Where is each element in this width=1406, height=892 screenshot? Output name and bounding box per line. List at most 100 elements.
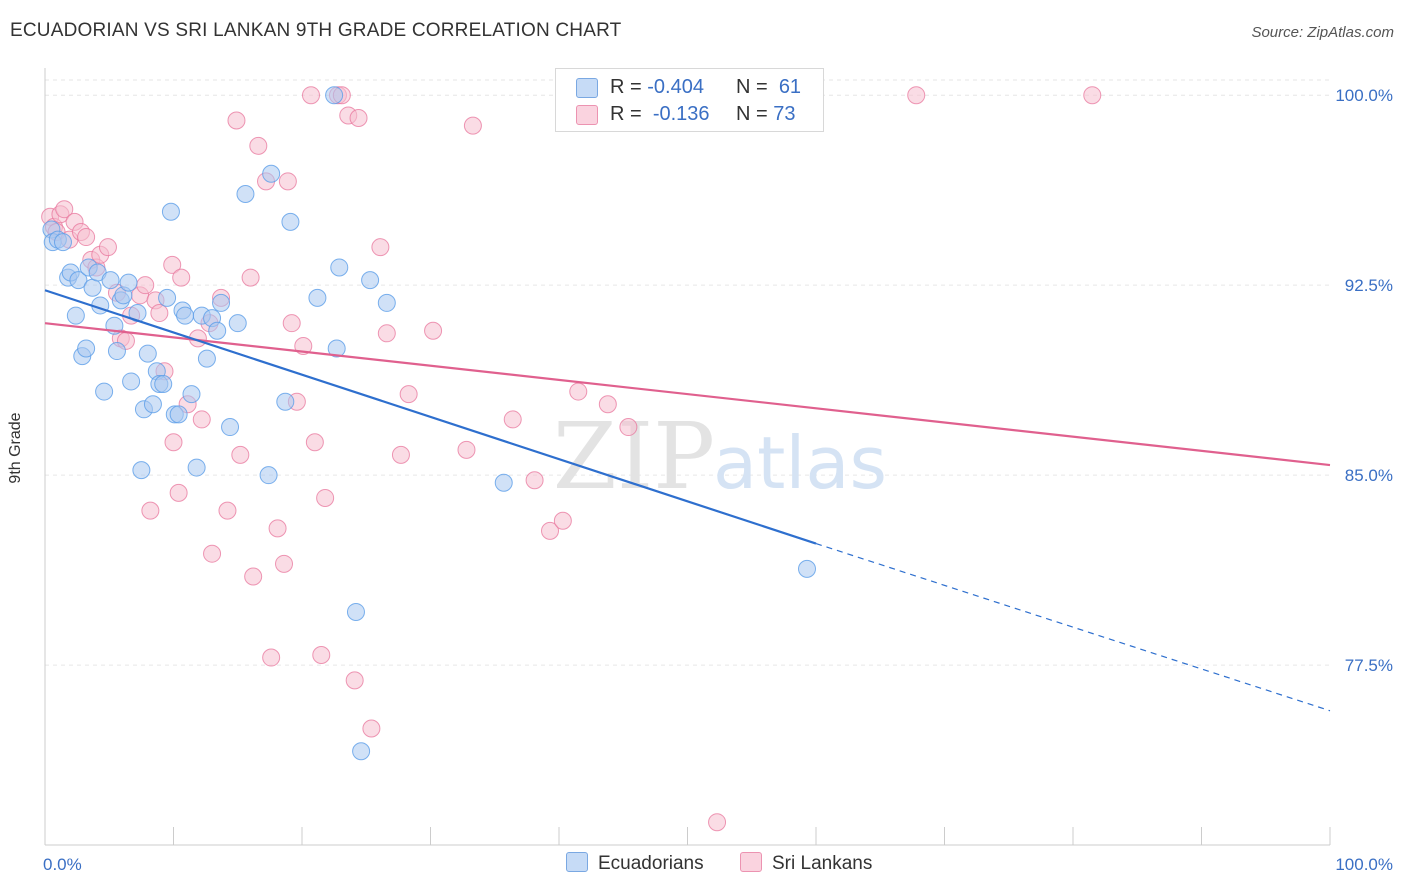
series-legend: Ecuadorians Sri Lankans: [0, 852, 1406, 878]
sri-lankan-point: [503, 410, 522, 429]
sri-lankan-point: [241, 268, 260, 287]
ecuadorian-point: [197, 349, 216, 368]
ecuadorian-point: [53, 233, 72, 252]
x-tick-label: 0.0%: [43, 855, 82, 874]
watermark-atlas: atlas: [713, 421, 887, 505]
sri-lankan-point: [55, 200, 74, 219]
tick-labels: 100.0% 92.5% 85.0% 77.5% 0.0% 100.0%: [43, 86, 1393, 874]
ecuadorian-point: [346, 602, 365, 621]
ecuadorian-point: [101, 271, 120, 290]
ecuadorian-point: [352, 742, 371, 761]
legend-swatch-sri-lankans: [740, 852, 762, 872]
chart-title: ECUADORIAN VS SRI LANKAN 9TH GRADE CORRE…: [10, 20, 622, 41]
sri-lankan-point: [249, 136, 268, 155]
sri-lankan-point: [141, 501, 160, 520]
series-ecuadorians: [42, 86, 817, 761]
sri-lankan-point: [619, 418, 638, 437]
sri-lankan-point: [907, 86, 926, 105]
trend-line-sri-lankans: [44, 322, 1331, 467]
ecuadorian-point: [138, 344, 157, 363]
axes: [44, 68, 1331, 846]
y-tick-label: 77.5%: [1345, 656, 1393, 675]
ecuadorian-point: [361, 271, 380, 290]
sri-lankan-point: [525, 471, 544, 490]
sri-lankan-point: [77, 228, 96, 247]
legend-r-value: -0.136: [652, 103, 710, 125]
ecuadorian-point: [95, 382, 114, 401]
legend-n-label: N =: [736, 76, 768, 98]
ecuadorian-point: [236, 184, 255, 203]
sri-lankan-point: [262, 648, 281, 667]
sri-lankan-point: [305, 433, 324, 452]
ecuadorian-point: [308, 288, 327, 307]
sri-lankan-point: [708, 813, 727, 832]
legend-n-value: 61: [778, 76, 802, 98]
x-tick-label: 100.0%: [1335, 855, 1393, 874]
y-tick-label: 85.0%: [1345, 466, 1393, 485]
ecuadorian-point: [208, 321, 227, 340]
sri-lankan-point: [399, 385, 418, 404]
sri-lankan-point: [164, 433, 183, 452]
sri-lankan-point: [172, 268, 191, 287]
ecuadorian-point: [83, 278, 102, 297]
sri-lankan-point: [275, 554, 294, 573]
ecuadorian-point: [182, 385, 201, 404]
trend-lines: [44, 289, 1331, 712]
y-tick-label: 92.5%: [1345, 276, 1393, 295]
legend-item-sri-lankans[interactable]: Sri Lankans: [740, 852, 872, 875]
sri-lankan-point: [391, 445, 410, 464]
sri-lankan-point: [203, 544, 222, 563]
ecuadorian-point: [176, 306, 195, 325]
sri-lankan-point: [169, 483, 188, 502]
ecuadorian-point: [276, 392, 295, 411]
ecuadorian-point: [161, 202, 180, 221]
sri-lankan-point: [569, 382, 588, 401]
sri-lankan-point: [598, 395, 617, 414]
sri-lankan-point: [244, 567, 263, 586]
legend-swatch-ecuadorians: [576, 78, 598, 98]
y-tick-label: 100.0%: [1335, 86, 1393, 105]
sri-lankan-point: [301, 86, 320, 105]
ecuadorian-point: [262, 164, 281, 183]
ecuadorian-point: [377, 293, 396, 312]
trend-line-ecuadorians: [44, 289, 817, 545]
sri-lankan-point: [136, 276, 155, 295]
sri-lankan-point: [312, 646, 331, 665]
legend-label-ecuadorians: Ecuadorians: [598, 853, 704, 874]
ecuadorian-point: [212, 293, 231, 312]
sri-lankan-point: [362, 719, 381, 738]
sri-lankan-point: [377, 324, 396, 343]
sri-lankan-point: [218, 501, 237, 520]
ecuadorian-point: [154, 374, 173, 393]
sri-lankan-point: [278, 172, 297, 191]
sri-lankan-point: [463, 116, 482, 135]
ecuadorian-point: [169, 405, 188, 424]
sri-lankan-point: [371, 238, 390, 257]
watermark: ZIP atlas: [553, 403, 887, 510]
y-axis-label: 9th Grade: [7, 412, 24, 484]
ecuadorian-point: [228, 314, 247, 333]
ecuadorian-point: [187, 458, 206, 477]
sri-lankan-point: [349, 108, 368, 127]
sri-lankan-point: [541, 521, 560, 540]
sri-lankan-point: [282, 314, 301, 333]
ecuadorian-point: [325, 86, 344, 105]
ecuadorian-point: [158, 288, 177, 307]
legend-r-value: -0.404: [647, 76, 704, 98]
sri-lankan-point: [150, 304, 169, 323]
correlation-legend: R = -0.404 N = 61 R = -0.136 N = 73: [555, 68, 824, 132]
legend-swatch-ecuadorians: [566, 852, 588, 872]
watermark-zip: ZIP: [553, 403, 715, 510]
legend-item-ecuadorians[interactable]: Ecuadorians: [566, 852, 704, 875]
sri-lankan-point: [553, 511, 572, 530]
sri-lankan-point: [231, 445, 250, 464]
legend-n-value: 73: [773, 103, 796, 125]
ecuadorian-point: [327, 339, 346, 358]
sri-lankan-point: [98, 238, 117, 257]
ecuadorian-point: [107, 342, 126, 361]
ecuadorian-point: [494, 473, 513, 492]
sri-lankan-point: [345, 671, 364, 690]
ecuadorian-point: [798, 559, 817, 578]
sri-lankan-point: [227, 111, 246, 130]
ecuadorian-point: [132, 461, 151, 480]
